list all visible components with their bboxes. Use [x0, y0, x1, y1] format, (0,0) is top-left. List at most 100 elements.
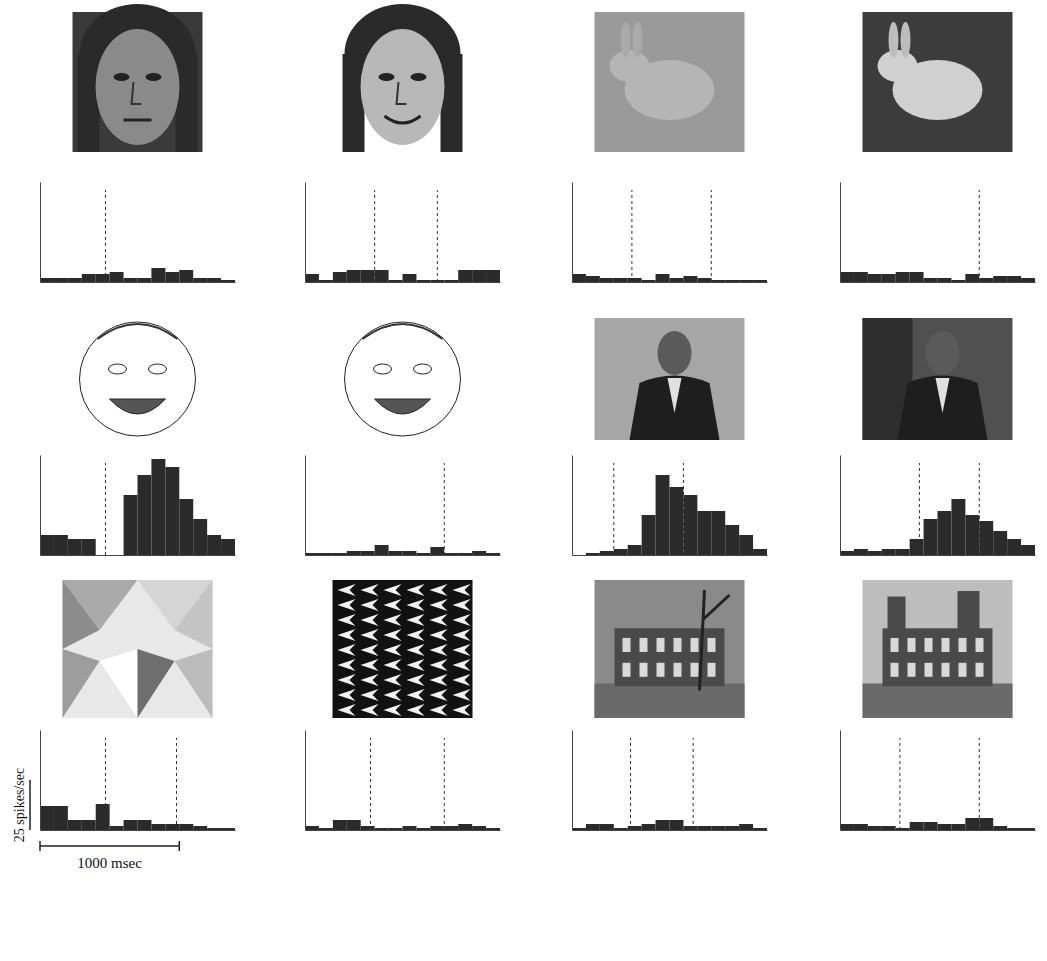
event-marker — [444, 463, 445, 555]
histogram-bar — [711, 511, 725, 555]
stimulus-window — [942, 663, 950, 677]
axis-line — [41, 555, 236, 556]
y-axis — [572, 456, 573, 556]
x-axis — [841, 282, 1036, 283]
stimulus-window — [623, 663, 631, 677]
histogram-bar — [361, 270, 375, 282]
stimulus-window — [925, 663, 933, 677]
histogram-bar — [207, 278, 221, 282]
histogram-bar — [882, 274, 896, 282]
event-marker — [693, 738, 694, 830]
stimulus-shape — [63, 580, 213, 718]
stimulus-shape — [338, 644, 356, 656]
histogram-bar — [319, 280, 333, 282]
stimulus-shape — [621, 22, 631, 58]
axis-line — [305, 183, 306, 283]
stimulus-shape — [936, 378, 950, 413]
stimulus-window — [942, 638, 950, 652]
plot-area — [40, 190, 235, 282]
stimulus-shape — [453, 629, 471, 641]
stimulus-shape — [595, 580, 745, 718]
histogram-bar — [389, 280, 403, 282]
histogram-bar — [753, 549, 767, 555]
histogram-bar — [82, 539, 96, 555]
histogram-bar — [138, 475, 152, 555]
histogram-bar — [347, 270, 361, 282]
x-axis — [306, 830, 501, 831]
x-axis — [841, 830, 1036, 831]
plot-area — [572, 738, 767, 830]
stimulus-shape — [407, 614, 425, 626]
histogram-bar — [725, 280, 739, 282]
event-marker — [919, 463, 920, 555]
stimulus-shape — [430, 674, 448, 686]
histogram-bar — [868, 826, 882, 830]
histogram-bar — [572, 274, 586, 282]
histogram-bar — [319, 828, 333, 830]
stimulus-shape — [430, 704, 448, 716]
stimulus-shape — [114, 73, 130, 81]
stimulus-shape — [175, 649, 213, 718]
histogram-bar — [305, 826, 319, 830]
stimulus-shape — [385, 116, 421, 123]
stimulus-shape — [453, 599, 471, 611]
histogram-panel — [840, 731, 1036, 831]
stimulus-shape — [863, 684, 1013, 719]
stimulus-window — [640, 663, 648, 677]
stimulus-window — [891, 638, 899, 652]
stimulus-shape — [407, 704, 425, 716]
histogram-bar — [586, 824, 600, 830]
stimulus-shape — [430, 659, 448, 671]
figure: 25 spikes/sec1000 msec — [0, 0, 1047, 961]
stimulus-shape — [361, 659, 379, 671]
histogram-bar — [68, 278, 82, 282]
histogram-bar — [979, 818, 993, 830]
stimulus-image — [345, 322, 461, 436]
plot-area — [840, 738, 1035, 830]
stimulus-shape — [361, 584, 379, 596]
histogram-bar — [683, 495, 697, 555]
event-marker — [631, 190, 632, 282]
histogram-bar — [333, 272, 347, 282]
histogram-bar — [68, 820, 82, 830]
stimulus-shape — [384, 644, 402, 656]
histogram-bar — [614, 828, 628, 830]
axis-line — [572, 731, 573, 831]
histogram-bar — [40, 278, 54, 282]
event-marker — [437, 190, 438, 282]
histogram-panel — [840, 183, 1036, 283]
histogram-bar — [472, 551, 486, 555]
stimulus-shape — [379, 73, 395, 81]
axis-line — [572, 183, 573, 283]
x-axis — [41, 555, 236, 556]
histogram-bar — [1021, 545, 1035, 555]
stimulus-shape — [411, 73, 427, 81]
axis-line — [840, 456, 841, 556]
histogram-bar — [333, 820, 347, 830]
y-axis — [572, 731, 573, 831]
event-marker — [105, 738, 106, 830]
stimulus-shape — [407, 674, 425, 686]
histogram-bar — [993, 826, 1007, 830]
histogram-bar — [430, 547, 444, 555]
stimulus-shape — [901, 22, 911, 58]
stimulus-shape — [878, 50, 918, 82]
stimulus-shape — [345, 322, 461, 436]
histogram-bar — [96, 555, 110, 556]
stimulus-shape — [384, 614, 402, 626]
histogram-panel — [572, 183, 768, 283]
stimulus-shape — [453, 704, 471, 716]
stimulus-shape — [430, 599, 448, 611]
histogram-bar — [670, 820, 684, 830]
histogram-bar — [165, 467, 179, 555]
stimulus-window — [691, 638, 699, 652]
histogram-bar — [40, 806, 54, 830]
histogram-bar — [725, 525, 739, 555]
stimulus-window — [657, 638, 665, 652]
stimulus-shape — [898, 376, 988, 441]
histogram-bar — [472, 826, 486, 830]
stimulus-image — [73, 4, 203, 152]
histogram-bar — [586, 276, 600, 282]
stimulus-shape — [384, 629, 402, 641]
stimulus-image — [595, 318, 745, 440]
